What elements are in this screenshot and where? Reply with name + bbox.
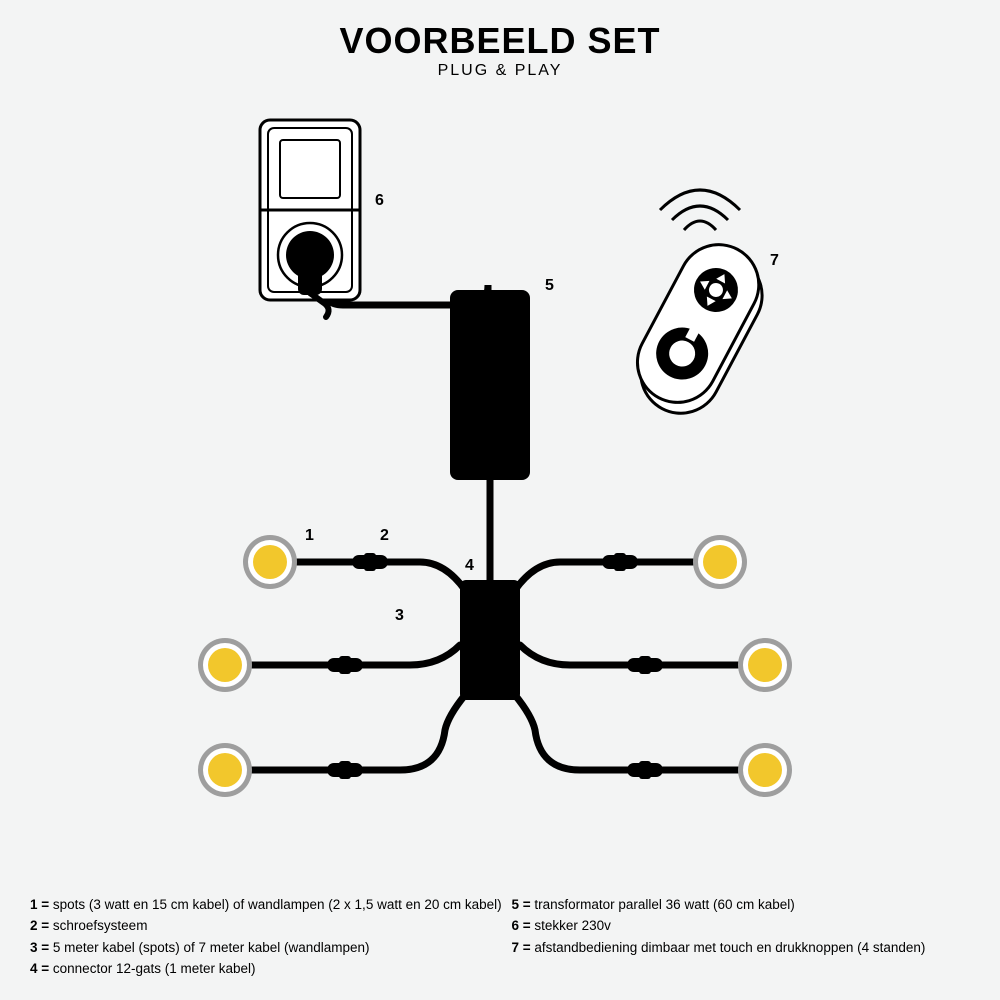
legend-item: 4 = connector 12-gats (1 meter kabel)	[30, 958, 511, 980]
callout-number: 6	[375, 192, 384, 209]
legend: 1 = spots (3 watt en 15 cm kabel) of wan…	[30, 894, 970, 980]
cable	[252, 695, 465, 770]
wall-socket	[260, 120, 360, 317]
connector-hub	[460, 580, 520, 700]
spot-light	[198, 743, 252, 797]
spot-light	[693, 535, 747, 589]
screw-connector	[627, 656, 663, 674]
legend-item: 1 = spots (3 watt en 15 cm kabel) of wan…	[30, 894, 511, 916]
diagram-subtitle: PLUG & PLAY	[0, 62, 1000, 80]
screw-connector	[327, 761, 363, 779]
screw-connector	[327, 656, 363, 674]
wiring-diagram: 6 5 4 7 1 2 3	[0, 90, 1000, 870]
callout-number: 2	[380, 527, 389, 544]
screw-connector	[602, 553, 638, 571]
callout-number: 1	[305, 527, 314, 544]
callout-number: 3	[395, 607, 404, 624]
callout-number: 5	[545, 277, 554, 294]
diagram-title: VOORBEELD SET	[0, 20, 1000, 62]
title-block: VOORBEELD SET PLUG & PLAY	[0, 0, 1000, 80]
spot-light	[243, 535, 297, 589]
callout-number: 4	[465, 557, 474, 574]
legend-item: 3 = 5 meter kabel (spots) of 7 meter kab…	[30, 937, 511, 959]
callout-number: 7	[770, 252, 779, 269]
spot-light	[738, 638, 792, 692]
legend-item: 2 = schroefsysteem	[30, 915, 511, 937]
legend-item: 6 = stekker 230v	[511, 915, 970, 937]
cable	[515, 695, 738, 770]
legend-item: 5 = transformator parallel 36 watt (60 c…	[511, 894, 970, 916]
screw-connector	[627, 761, 663, 779]
legend-item: 7 = afstandbediening dimbaar met touch e…	[511, 937, 970, 959]
legend-col-right: 5 = transformator parallel 36 watt (60 c…	[511, 894, 970, 980]
legend-col-left: 1 = spots (3 watt en 15 cm kabel) of wan…	[30, 894, 511, 980]
transformer	[450, 290, 530, 480]
signal-waves-icon	[660, 190, 740, 230]
spot-light	[198, 638, 252, 692]
screw-connector	[352, 553, 388, 571]
remote-control	[620, 231, 780, 428]
spot-light	[738, 743, 792, 797]
